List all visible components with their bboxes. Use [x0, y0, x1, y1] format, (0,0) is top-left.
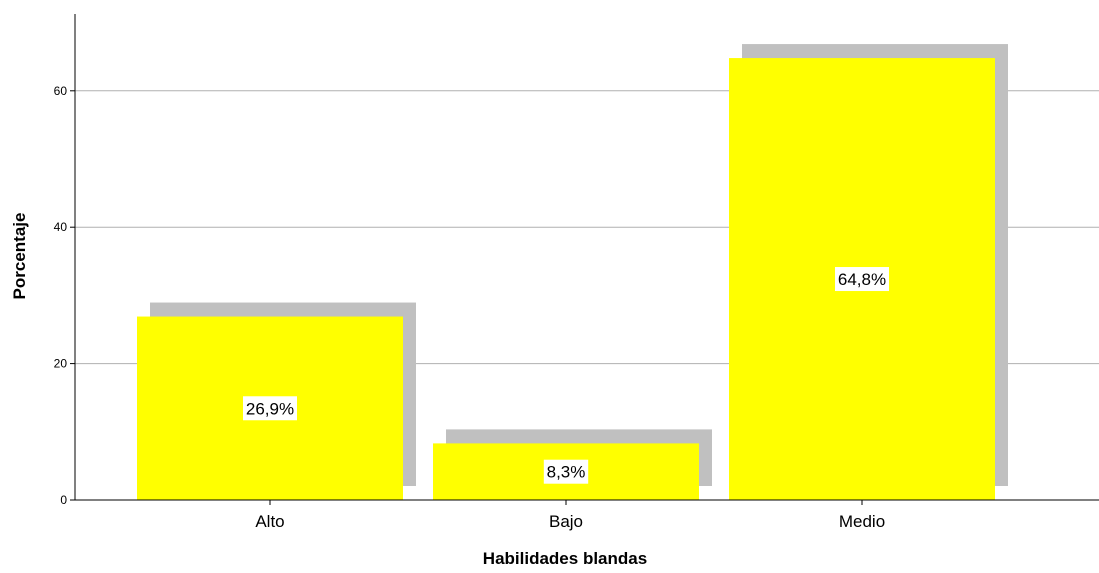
- data-label-box: [243, 396, 297, 421]
- y-tick-labels: 0 20 40 60: [54, 84, 75, 507]
- data-label: 26,9%: [246, 399, 294, 418]
- y-tick-label: 40: [54, 220, 68, 234]
- data-label-box: [835, 267, 889, 292]
- x-axis-title: Habilidades blandas: [483, 549, 647, 568]
- axes: [74, 14, 1099, 501]
- x-tick-label: Bajo: [549, 512, 583, 531]
- y-tick-label: 60: [54, 84, 68, 98]
- y-tick-label: 0: [60, 493, 67, 507]
- y-tick-label: 20: [54, 357, 68, 371]
- x-tick-label: Medio: [839, 512, 885, 531]
- data-label: 64,8%: [838, 270, 886, 289]
- data-label: 8,3%: [547, 463, 586, 482]
- y-axis-title: Porcentaje: [10, 213, 29, 300]
- data-label-box: [543, 459, 589, 484]
- x-tick-label: Alto: [255, 512, 284, 531]
- bars: 26,9% 8,3% 64,8%: [137, 44, 1008, 501]
- x-tick-labels: Alto Bajo Medio: [255, 500, 885, 531]
